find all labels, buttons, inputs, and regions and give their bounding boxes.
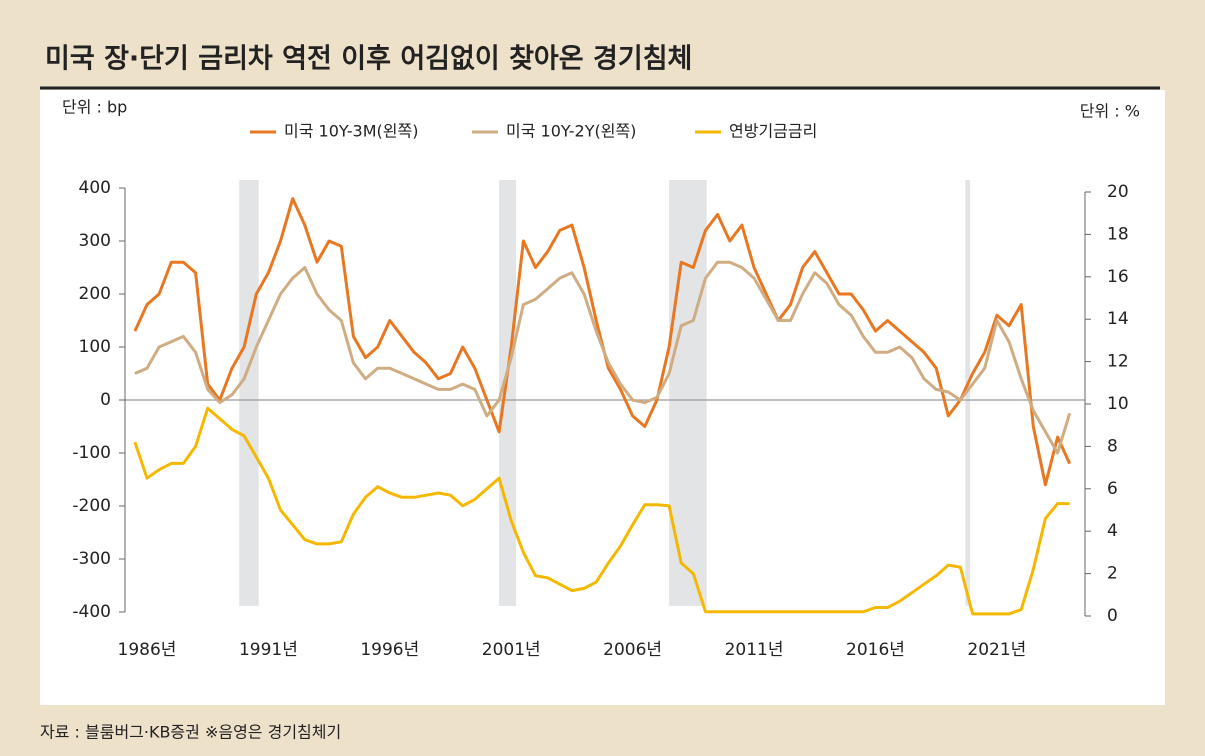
x-tick-label: 1986년	[118, 640, 177, 660]
y2-tick-label: 20	[1107, 182, 1129, 202]
left-unit: 단위 : bp	[62, 98, 127, 117]
y2-tick-label: 16	[1107, 267, 1129, 287]
y2-tick-label: 0	[1107, 606, 1118, 626]
x-tick-label: 2001년	[482, 640, 541, 660]
legend-label: 미국 10Y-3M(왼쪽)	[284, 122, 418, 141]
recession-shade	[965, 180, 971, 606]
y2-tick-label: 14	[1107, 309, 1129, 329]
x-tick-label: 1991년	[239, 640, 298, 660]
series-line	[134, 260, 1072, 455]
y-tick-label: 300	[79, 231, 111, 251]
y2-tick-label: 6	[1107, 479, 1118, 499]
y-tick-label: 100	[79, 337, 111, 357]
x-tick-label: 2016년	[846, 640, 905, 660]
recession-shade	[499, 180, 517, 606]
y-tick-label: 200	[79, 284, 111, 304]
y2-tick-label: 8	[1107, 436, 1118, 456]
x-tick-label: 1996년	[360, 640, 419, 660]
y-tick-label: 400	[79, 178, 111, 198]
y2-tick-label: 18	[1107, 224, 1129, 244]
title: 미국 장·단기 금리차 역전 이후 어김없이 찾아온 경기침체	[45, 44, 692, 75]
right-unit: 단위 : %	[1080, 102, 1140, 121]
x-tick-label: 2021년	[967, 640, 1026, 660]
y2-tick-label: 4	[1107, 521, 1118, 541]
x-tick-label: 2011년	[725, 640, 784, 660]
y2-tick-label: 12	[1107, 352, 1129, 372]
series-line	[133, 406, 1070, 616]
legend-label: 미국 10Y-2Y(왼쪽)	[506, 122, 636, 141]
source: 자료 : 블룸버그·KB증권 ※음영은 경기침체기	[40, 723, 341, 742]
y-tick-label: -300	[72, 549, 111, 569]
x-tick-label: 2006년	[603, 640, 662, 660]
legend-label: 연방기금금리	[729, 122, 817, 141]
y-tick-label: -400	[72, 602, 111, 622]
y-tick-label: -100	[72, 443, 111, 463]
y-tick-label: -200	[72, 496, 111, 516]
y2-tick-label: 10	[1107, 394, 1129, 414]
y-tick-label: 0	[100, 390, 111, 410]
y2-tick-label: 2	[1107, 564, 1118, 584]
recession-shade	[239, 180, 259, 606]
